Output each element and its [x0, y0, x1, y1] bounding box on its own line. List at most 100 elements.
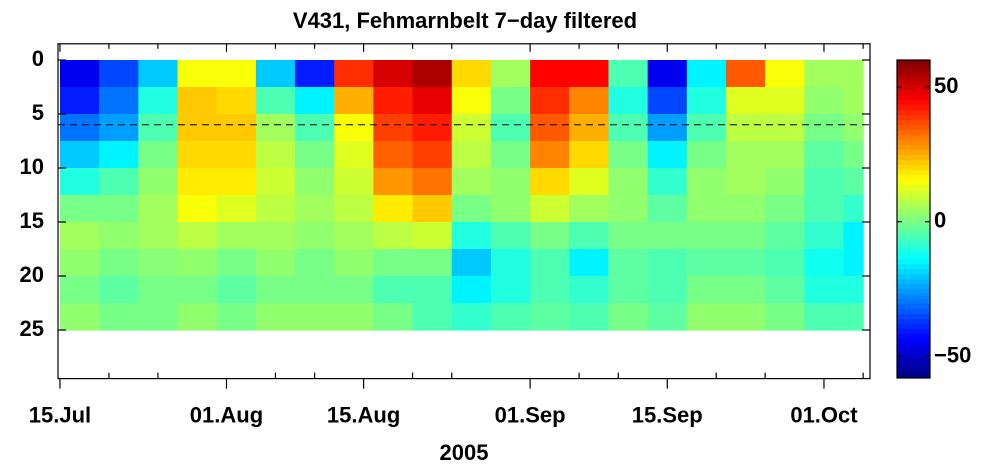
heat-cell: [334, 303, 374, 331]
heat-cell: [334, 141, 374, 169]
colorbar-segment: [897, 223, 930, 230]
colorbar-segment: [897, 268, 930, 275]
heat-cell: [451, 249, 492, 277]
colorbar-segment: [897, 134, 930, 140]
colorbar-segment: [897, 303, 930, 309]
heat-cell: [295, 114, 335, 142]
colorbar-segment: [897, 323, 930, 329]
heat-cell: [451, 87, 492, 115]
heat-cell: [59, 222, 100, 250]
heat-cell: [373, 276, 414, 304]
heat-cell: [373, 60, 414, 88]
heat-cell: [177, 249, 218, 277]
heat-cell: [451, 141, 492, 169]
heat-cell: [843, 168, 864, 196]
heat-cell: [843, 303, 864, 331]
heat-cell: [59, 249, 100, 277]
colorbar-segment: [897, 278, 930, 285]
heat-cell: [99, 141, 139, 169]
heat-cell: [451, 276, 492, 304]
colorbar-segment: [897, 184, 930, 190]
heat-cell: [255, 303, 296, 331]
colorbar-segment: [897, 189, 930, 195]
colorbar-segment: [897, 368, 930, 374]
heat-cell: [765, 249, 805, 277]
heat-cell: [765, 87, 805, 115]
heat-cell: [530, 141, 570, 169]
heat-cell: [490, 168, 531, 196]
heat-cell: [177, 222, 218, 250]
heat-cell: [647, 60, 688, 88]
heat-cell: [647, 168, 688, 196]
heat-cell: [334, 60, 374, 88]
heat-cell: [138, 195, 179, 223]
colorbar-tick-label: 50: [934, 73, 958, 98]
colorbar-segment: [897, 253, 930, 260]
heat-cell: [177, 87, 218, 115]
heat-cell: [569, 87, 610, 115]
heat-cell: [295, 195, 335, 223]
heat-cell: [373, 249, 414, 277]
colorbar-segment: [897, 263, 930, 270]
heat-cell: [59, 276, 100, 304]
heat-cell: [726, 276, 766, 304]
y-tick-label: 25: [20, 316, 44, 341]
heat-cell: [138, 276, 179, 304]
heat-cell: [412, 222, 453, 250]
heat-cell: [804, 303, 845, 331]
heat-cell: [490, 60, 531, 88]
heat-cell: [530, 222, 570, 250]
heat-cell: [412, 114, 453, 142]
x-tick-label: 15.Jul: [29, 402, 91, 427]
heat-cell: [451, 168, 492, 196]
heat-cell: [608, 141, 649, 169]
colorbar-segment: [897, 238, 930, 245]
colorbar-segment: [897, 179, 930, 185]
heat-cell: [647, 222, 688, 250]
heat-cell: [177, 141, 218, 169]
heat-cell: [569, 168, 610, 196]
heat-cell: [216, 141, 257, 169]
x-tick-label: 15.Sep: [632, 402, 703, 427]
heat-cell: [373, 195, 414, 223]
heat-cell: [59, 141, 100, 169]
heat-cell: [530, 114, 570, 142]
heat-cell: [99, 303, 139, 331]
colorbar-segment: [897, 273, 930, 280]
heat-cell: [334, 249, 374, 277]
heat-cell: [686, 303, 727, 331]
colorbar-tick-label: −50: [934, 342, 971, 367]
heat-cell: [216, 249, 257, 277]
heat-cell: [59, 60, 100, 88]
heat-cell: [255, 168, 296, 196]
heat-cell: [138, 114, 179, 142]
heat-cell: [804, 168, 845, 196]
heat-cell: [490, 303, 531, 331]
heat-cell: [412, 195, 453, 223]
colorbar-segment: [897, 328, 930, 334]
heat-cell: [569, 114, 610, 142]
heat-cell: [530, 303, 570, 331]
colorbar-segment: [897, 74, 930, 81]
heat-cell: [412, 249, 453, 277]
heat-cell: [569, 303, 610, 331]
heat-cell: [216, 195, 257, 223]
heat-cell: [569, 60, 610, 88]
heat-cell: [138, 249, 179, 277]
x-tick-label: 01.Aug: [190, 402, 263, 427]
heat-cell: [686, 60, 727, 88]
y-tick-label: 5: [32, 100, 44, 125]
colorbar-segment: [897, 89, 930, 96]
heat-cell: [216, 87, 257, 115]
heat-cell: [99, 168, 139, 196]
heat-cell: [490, 141, 531, 169]
heat-cell: [765, 276, 805, 304]
heat-cell: [334, 114, 374, 142]
colorbar-segment: [897, 79, 930, 86]
colorbar-segment: [897, 129, 930, 136]
y-tick-label: 10: [20, 154, 44, 179]
colorbar-segment: [897, 308, 930, 314]
heat-cell: [765, 141, 805, 169]
heat-cell: [530, 60, 570, 88]
